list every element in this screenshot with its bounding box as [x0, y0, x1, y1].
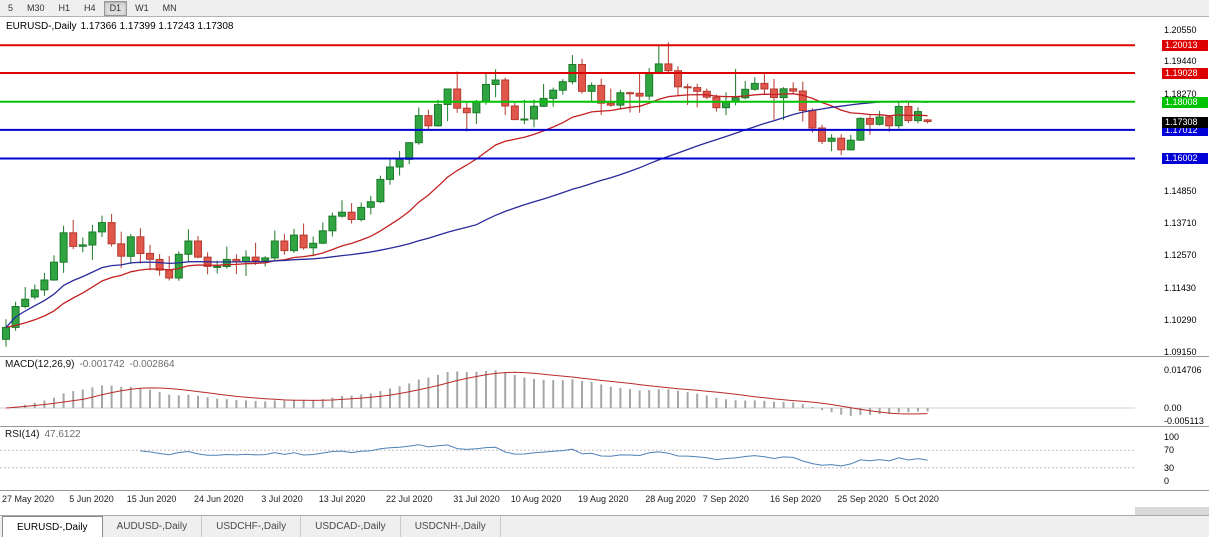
date-tick-label: 13 Jul 2020: [318, 494, 366, 504]
price-tick-label: 1.13710: [1164, 218, 1197, 229]
level-price-badge[interactable]: 1.18008: [1162, 96, 1208, 108]
rsi-chart-canvas[interactable]: [0, 427, 1135, 490]
date-tick-label: 22 Jul 2020: [386, 494, 433, 504]
macd-tick-label: -0.005113: [1164, 416, 1204, 427]
date-tick-label: 25 Sep 2020: [837, 494, 889, 504]
macd-indicator-label: MACD(12,26,9): [5, 359, 75, 370]
rsi-indicator-label: RSI(14): [5, 429, 40, 440]
macd-tick-label: 0.014706: [1164, 365, 1202, 376]
price-tick-label: 1.19440: [1164, 56, 1197, 67]
date-tick-label: 15 Jun 2020: [126, 494, 177, 504]
level-price-badge[interactable]: 1.20013: [1162, 40, 1208, 52]
date-tick-label: 16 Sep 2020: [770, 494, 822, 504]
date-tick-label: 7 Sep 2020: [702, 494, 749, 504]
rsi-tick-label: 100: [1164, 432, 1180, 442]
date-tick-label: 28 Aug 2020: [645, 494, 696, 504]
date-tick-label: 5 Oct 2020: [894, 494, 939, 504]
timeframe-button-5[interactable]: 5: [8, 2, 14, 13]
timeframe-button-h4[interactable]: H4: [84, 2, 96, 13]
timeframe-toolbar: 5 M30 H1 H4 D1 W1 MN: [0, 0, 1209, 17]
timeframe-button-d1[interactable]: D1: [103, 0, 128, 16]
level-price-badge[interactable]: 1.17012: [1162, 124, 1208, 136]
chart-ohlc-header: EURUSD-,Daily 1.17366 1.17399 1.17243 1.1…: [6, 21, 238, 32]
date-tick-label: 31 Jul 2020: [453, 494, 500, 504]
horizontal-scrollbar[interactable]: [0, 507, 1209, 515]
rsi-tick-label: 30: [1164, 462, 1175, 473]
current-price-badge[interactable]: 1.17308: [1162, 116, 1208, 128]
price-tick-label: 1.10290: [1164, 314, 1197, 325]
rsi-panel-separator[interactable]: [0, 426, 1209, 427]
chart-ohlc-values: 1.17366 1.17399 1.17243 1.17308: [80, 21, 234, 32]
date-axis[interactable]: 27 May 2020 5 Jun 2020 15 Jun 2020 24 Jun 2…: [0, 490, 1209, 507]
date-tick-label: 24 Jun 2020: [194, 494, 244, 504]
price-tick-label: 1.20550: [1164, 25, 1197, 35]
rsi-tick-label: 0: [1164, 476, 1170, 486]
chart-tab-usdcad[interactable]: USDCAD-,Daily: [301, 516, 401, 537]
chart-tab-usdcnh[interactable]: USDCNH-,Daily: [401, 516, 501, 537]
price-chart-canvas[interactable]: [0, 17, 1135, 356]
date-tick-label: 3 Jul 2020: [261, 494, 303, 504]
macd-signal-value: -0.002864: [129, 359, 175, 370]
level-price-badge[interactable]: 1.16002: [1162, 153, 1208, 165]
timeframe-button-w1[interactable]: W1: [135, 2, 149, 13]
rsi-value: 47.6122: [44, 429, 81, 440]
price-tick-label: 1.12570: [1164, 250, 1197, 261]
macd-panel-separator[interactable]: [0, 356, 1209, 357]
chart-tab-audusd[interactable]: AUDUSD-,Daily: [103, 516, 203, 537]
date-tick-label: 5 Jun 2020: [69, 494, 114, 504]
timeframe-button-m30[interactable]: M30: [27, 2, 45, 13]
macd-main-value: -0.001742: [79, 359, 125, 370]
price-axis[interactable]: 1.20550 1.19440 1.18270 1.14850 1.13710 1.125…: [1135, 17, 1209, 357]
chart-tab-bar: EURUSD-,Daily AUDUSD-,Daily USDCHF-,Daily U…: [0, 515, 1209, 537]
date-tick-label: 10 Aug 2020: [510, 494, 562, 504]
scrollbar-corner: [1135, 507, 1209, 515]
rsi-header: RSI(14) 47.6122: [5, 429, 81, 440]
timeframe-button-h1[interactable]: H1: [58, 2, 71, 13]
price-tick-label: 1.14850: [1164, 185, 1197, 196]
price-tick-label: 1.18270: [1164, 89, 1197, 100]
macd-header: MACD(12,26,9) -0.001742 -0.002864: [5, 359, 175, 370]
price-tick-label: 1.09150: [1164, 346, 1197, 357]
chart-tab-usdchf[interactable]: USDCHF-,Daily: [202, 516, 302, 537]
macd-axis[interactable]: 0.014706 0.00 -0.005113: [1135, 357, 1209, 426]
date-tick-label: 19 Aug 2020: [578, 494, 629, 504]
timeframe-button-mn[interactable]: MN: [162, 2, 177, 13]
price-tick-label: 1.11430: [1164, 282, 1196, 293]
rsi-tick-label: 70: [1164, 445, 1175, 456]
rsi-axis[interactable]: 100 70 30 0: [1135, 427, 1209, 490]
chart-symbol-label: EURUSD-,Daily: [6, 21, 77, 32]
level-price-badge[interactable]: 1.19028: [1162, 67, 1208, 79]
macd-tick-label: 0.00: [1164, 403, 1182, 413]
macd-chart-canvas[interactable]: [0, 357, 1135, 426]
chart-tab-eurusd[interactable]: EURUSD-,Daily: [2, 516, 103, 537]
date-tick-label: 27 May 2020: [2, 494, 55, 504]
